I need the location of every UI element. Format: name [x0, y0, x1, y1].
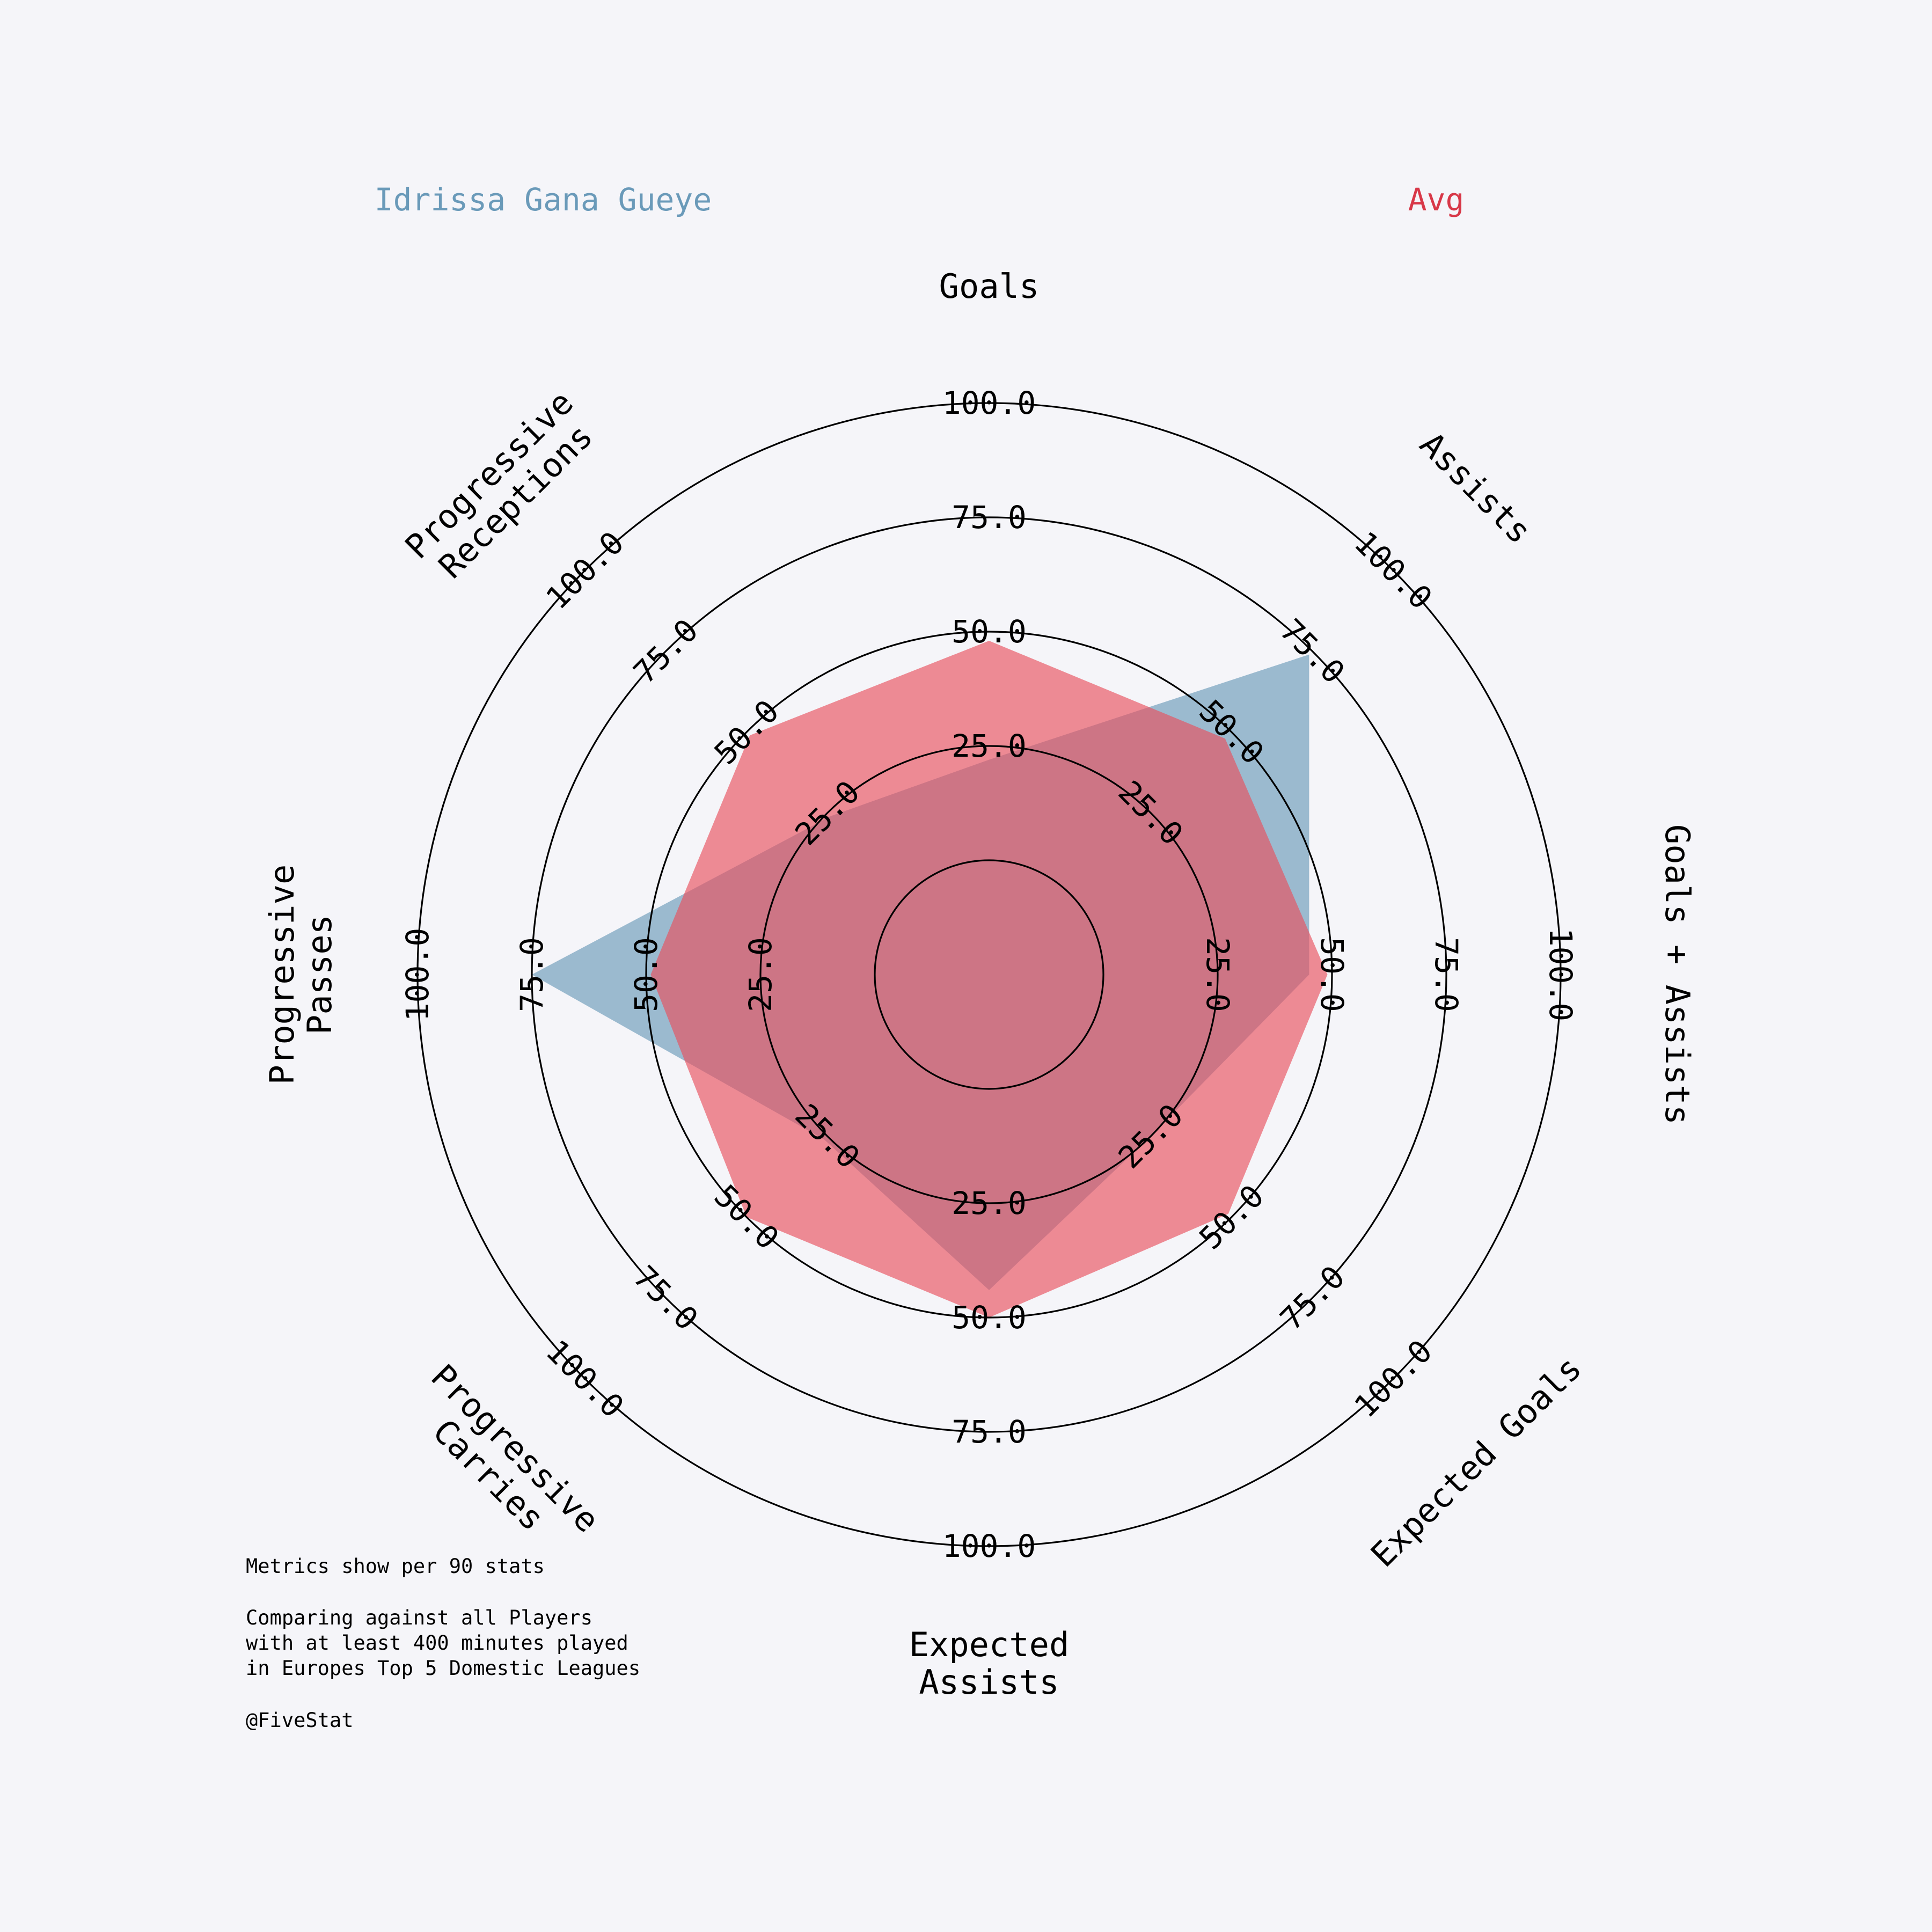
tick-label-axis4-75: 75.0	[952, 1414, 1027, 1450]
tick-label-axis0-50: 50.0	[952, 613, 1027, 650]
footnote-line-5: @FiveStat	[246, 1709, 353, 1732]
footnote-line-1: Metrics show per 90 stats	[246, 1555, 545, 1578]
tick-label-axis0-25: 25.0	[952, 728, 1027, 764]
axis-label-2: Goals + Assists	[1658, 824, 1697, 1125]
tick-label-axis7-100: 100.0	[539, 524, 631, 617]
axis-label-0: Goals	[939, 267, 1040, 306]
tick-label-axis0-75: 75.0	[952, 499, 1027, 536]
axis-label-6: ProgressivePasses	[262, 865, 339, 1085]
tick-label-axis5-75: 75.0	[626, 1258, 705, 1337]
tick-label-axis6-50: 50.0	[628, 937, 664, 1012]
series-polygon-average	[650, 641, 1328, 1318]
axis-label-4: Expected Assists	[909, 1625, 1070, 1702]
tick-label-axis7-75: 75.0	[626, 612, 705, 691]
footnote-line-2: Comparing against all Players	[246, 1606, 592, 1629]
tick-label-axis0-100: 100.0	[942, 385, 1036, 421]
grid-ring-50	[645, 631, 1333, 1319]
tick-label-axis6-25: 25.0	[742, 937, 779, 1012]
tick-label-axis3-100: 100.0	[1347, 1333, 1439, 1425]
grid-ring-25	[759, 745, 1219, 1204]
legend-player-name: Idrissa Gana Gueye	[375, 181, 712, 218]
grid-ring-100	[416, 402, 1562, 1547]
tick-label-axis5-100: 100.0	[539, 1333, 631, 1425]
tick-label-axis6-100: 100.0	[399, 928, 436, 1022]
grid-ring-0	[874, 859, 1104, 1090]
tick-label-axis6-75: 75.0	[514, 937, 550, 1012]
tick-label-axis2-75: 75.0	[1428, 937, 1465, 1012]
tick-label-axis2-25: 25.0	[1199, 937, 1236, 1012]
grid-rings	[416, 402, 1562, 1547]
tick-label-axis4-100: 100.0	[942, 1528, 1036, 1564]
tick-label-axis3-75: 75.0	[1273, 1258, 1352, 1337]
footnote-line-3: with at least 400 minutes played	[246, 1631, 628, 1655]
tick-label-axis1-100: 100.0	[1347, 524, 1439, 617]
grid-ring-75	[531, 516, 1447, 1433]
footnote-line-4: in Europes Top 5 Domestic Leagues	[246, 1657, 640, 1680]
tick-label-axis2-50: 50.0	[1314, 937, 1350, 1012]
series-polygons	[532, 641, 1328, 1318]
tick-label-axis4-25: 25.0	[952, 1185, 1027, 1221]
tick-label-axis2-100: 100.0	[1542, 928, 1579, 1022]
tick-label-axis4-50: 50.0	[952, 1299, 1027, 1336]
legend-average-name: Avg	[1408, 181, 1465, 218]
axis-label-1: Assists	[1413, 425, 1539, 551]
footnote: Metrics show per 90 stats Comparing agai…	[246, 1555, 640, 1732]
